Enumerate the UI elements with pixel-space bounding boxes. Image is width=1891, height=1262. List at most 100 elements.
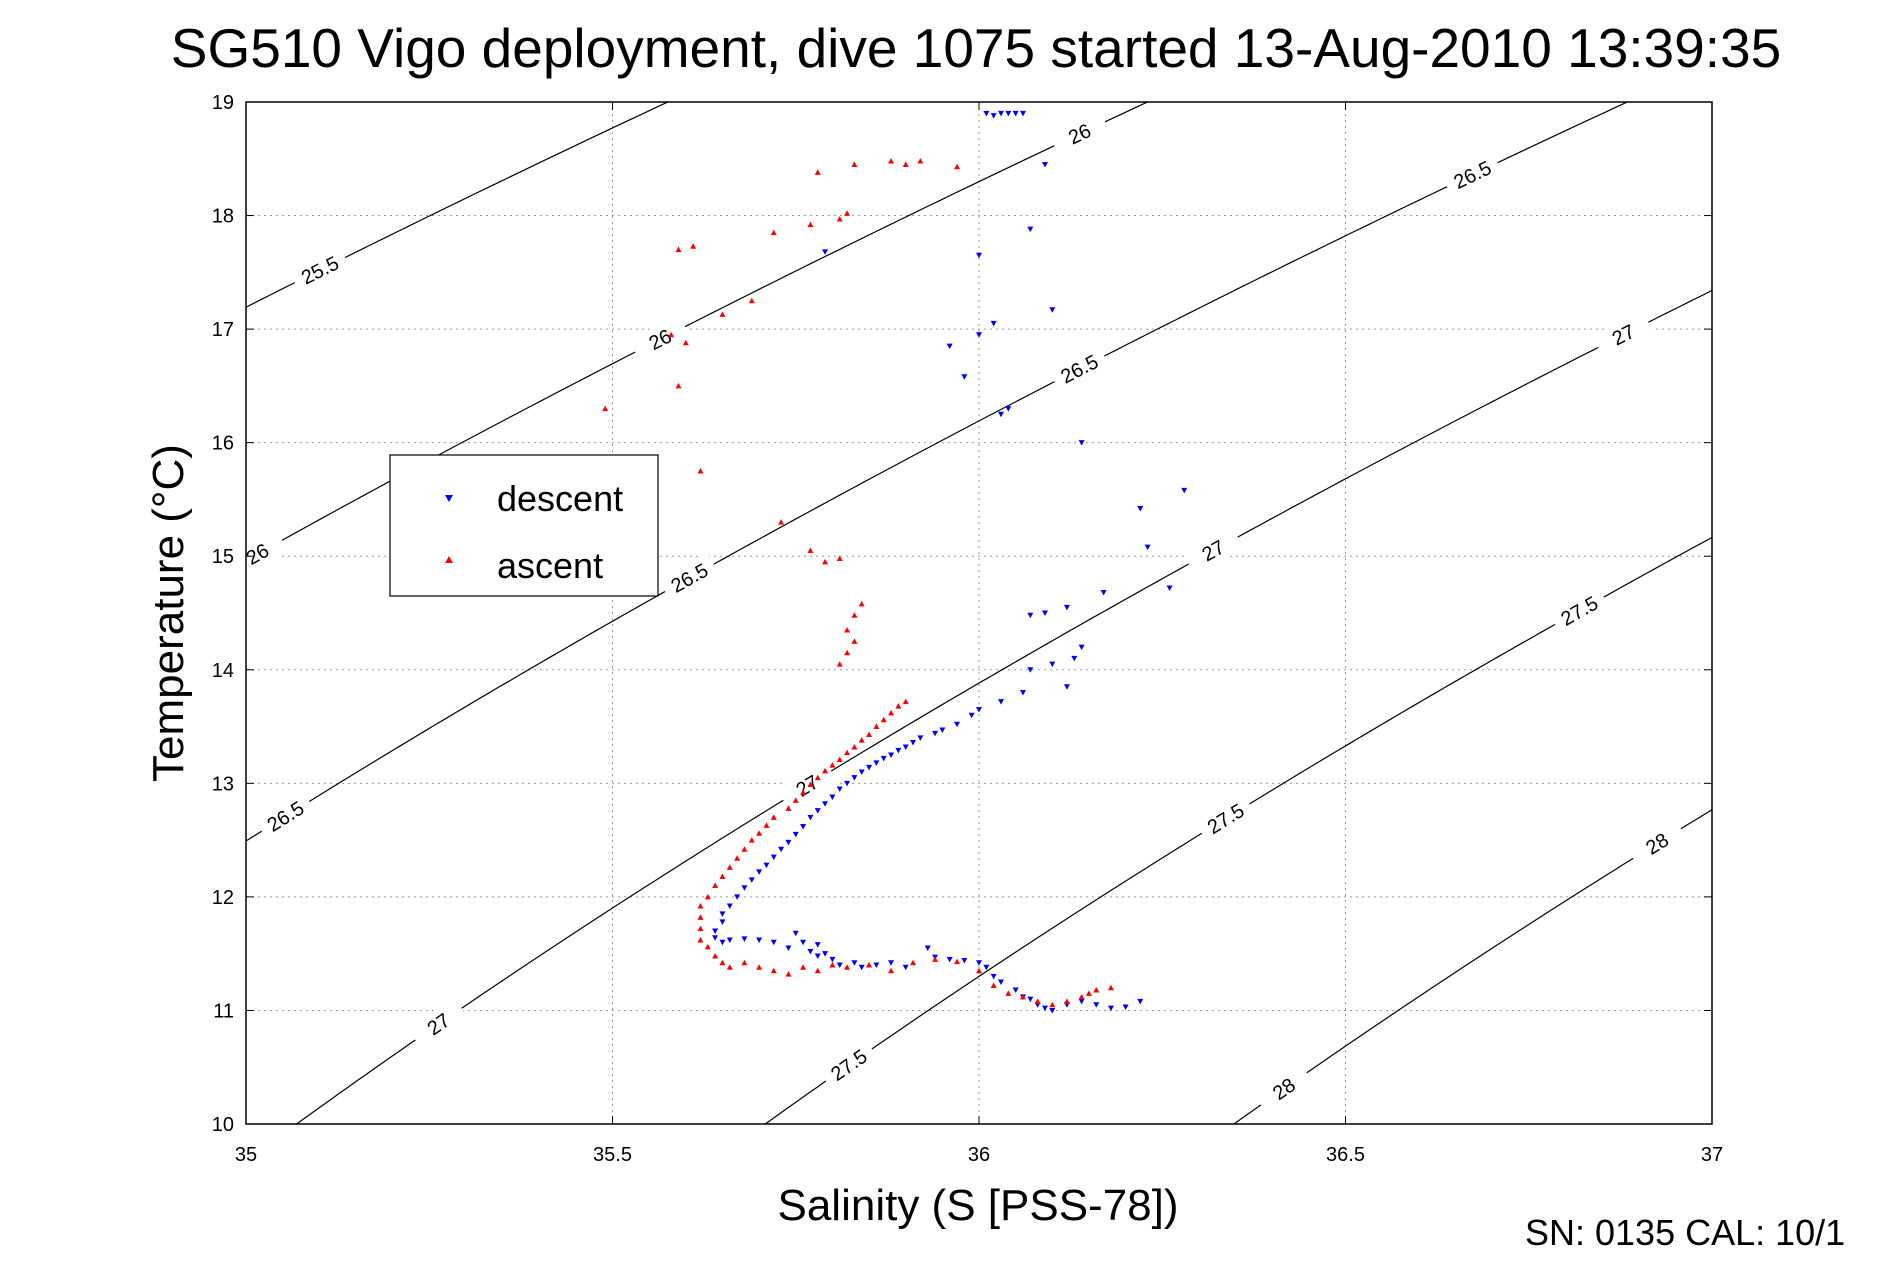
y-tick-label: 12 (212, 887, 234, 909)
descent-point (1041, 1005, 1048, 1012)
contour-label-bg (408, 997, 469, 1051)
descent-point (873, 760, 880, 766)
y-axis-label: Temperature (°C) (144, 444, 193, 782)
contour-label-bg (1253, 1062, 1315, 1116)
contour-label-bg (1195, 792, 1257, 845)
ascent-point (844, 210, 851, 216)
legend-marker-descent (445, 495, 453, 502)
ascent-point (719, 873, 726, 879)
descent-point (1063, 684, 1070, 690)
descent-point (1027, 996, 1034, 1003)
ascent-point (976, 967, 982, 974)
descent-point (946, 343, 953, 350)
ascent-point (917, 158, 924, 164)
descent-point (785, 945, 792, 951)
ascent-point (785, 971, 792, 977)
descent-point (1100, 590, 1107, 596)
ascent-point (844, 749, 851, 756)
ascent-point (836, 661, 843, 667)
ascent-point (844, 627, 851, 633)
contour-label-bg (1441, 150, 1504, 199)
ascent-point (675, 382, 682, 389)
descent-point (1078, 644, 1085, 651)
ascent-point (602, 405, 609, 412)
descent-point (785, 839, 792, 846)
ascent-point (1085, 990, 1092, 996)
descent-point (836, 962, 843, 969)
descent-point (895, 747, 902, 754)
descent-point (990, 113, 997, 119)
ascent-point (836, 756, 843, 762)
ascent-point (726, 964, 733, 970)
legend-marker-ascent (445, 556, 453, 563)
x-tick-label: 35.5 (593, 1144, 632, 1166)
ascent-point (954, 163, 961, 170)
descent-point (1041, 161, 1048, 168)
descent-point (1041, 610, 1048, 616)
descent-point (792, 930, 799, 937)
ascent-point (690, 243, 697, 249)
y-tick-label: 15 (212, 546, 234, 568)
ascent-point (1034, 998, 1041, 1004)
ascent-point (1063, 998, 1070, 1004)
ascent-point (778, 519, 785, 525)
descent-point (748, 877, 755, 883)
legend-label-descent: descent (497, 478, 623, 519)
descent-point (756, 869, 763, 875)
ascent-point (807, 781, 814, 787)
ascent-point (880, 716, 887, 723)
contour-label-bg (1592, 310, 1655, 359)
descent-point (829, 794, 836, 800)
ascent-point (682, 339, 689, 346)
descent-point (1071, 655, 1078, 662)
ascent-point (866, 962, 873, 968)
contour-label-bg (658, 552, 721, 603)
ascent-point (829, 762, 836, 768)
descent-point (800, 939, 807, 946)
ascent-point (756, 964, 763, 970)
x-tick-label: 36.5 (1326, 1144, 1365, 1166)
descent-point (990, 320, 997, 327)
descent-point (866, 764, 873, 771)
descent-point (1005, 406, 1012, 412)
ascent-point (1093, 987, 1100, 993)
descent-point (734, 894, 741, 900)
descent-point (756, 937, 763, 944)
legend-box (389, 454, 659, 597)
ascent-point (763, 822, 770, 828)
descent-point (939, 727, 946, 733)
descent-point (1137, 506, 1144, 512)
descent-point (997, 979, 1004, 986)
descent-point (902, 964, 909, 971)
descent-point (1063, 604, 1070, 611)
descent-point (1012, 110, 1019, 117)
descent-point (932, 730, 939, 737)
descent-point (1049, 307, 1056, 313)
ascent-point (807, 547, 814, 554)
descent-point (902, 744, 909, 750)
ascent-point (792, 797, 799, 803)
descent-point (968, 712, 975, 719)
descent-point (880, 755, 887, 762)
ascent-point (712, 882, 719, 889)
descent-point (719, 919, 726, 925)
density-contour-line (246, 102, 670, 308)
descent-point (822, 801, 829, 807)
ascent-point (851, 638, 858, 644)
descent-point (1027, 612, 1034, 619)
ascent-point (814, 774, 821, 781)
descent-point (1019, 689, 1026, 696)
descent-point (858, 964, 865, 971)
axis-ticks: 35 35.5 36 36.5 37 10 11 12 13 14 15 16 17 18 19 (212, 92, 1723, 1166)
descent-point (836, 786, 843, 793)
descent-point (1181, 487, 1188, 494)
descent-point (1019, 110, 1026, 117)
ascent-point (712, 952, 719, 959)
descent-point (1078, 998, 1085, 1005)
y-tick-label: 19 (212, 92, 234, 114)
y-tick-label: 18 (212, 206, 234, 228)
descent-point (1012, 987, 1019, 994)
descent-point (888, 960, 895, 966)
ascent-point (814, 169, 821, 175)
x-tick-label: 36 (968, 1144, 990, 1166)
